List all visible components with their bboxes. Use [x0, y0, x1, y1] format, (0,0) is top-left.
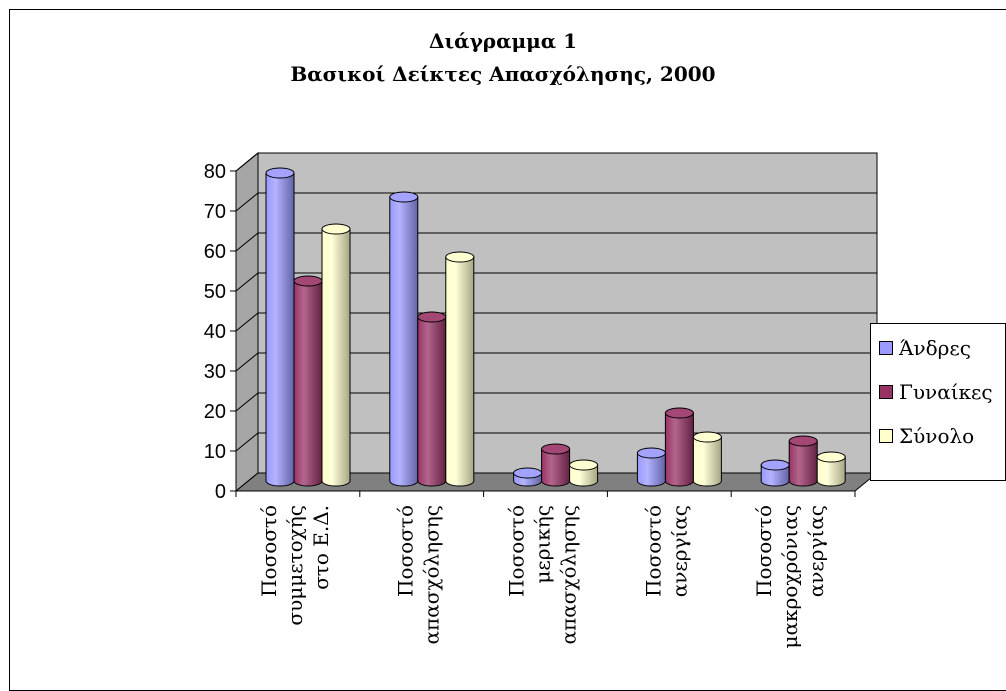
- legend-swatch: [879, 341, 893, 355]
- y-tick-label: 0: [215, 481, 226, 503]
- x-tick-label: Ποσοστό: [257, 505, 281, 597]
- x-tick-label: συμμετοχής: [283, 505, 307, 626]
- chart-legend: Άνδρες Γυναίκες Σύνολο: [870, 323, 1006, 481]
- legend-item: Γυναίκες: [879, 378, 993, 406]
- bar-top-3-1: [664, 407, 694, 419]
- y-tick-label: 30: [204, 361, 226, 383]
- legend-swatch: [879, 385, 893, 399]
- legend-label: Άνδρες: [899, 336, 971, 360]
- legend-swatch: [879, 429, 893, 443]
- x-tick-label: μερικής: [531, 505, 555, 584]
- y-tick-label: 60: [204, 241, 226, 263]
- bar-4-2: [816, 456, 846, 487]
- bar-top-0-0: [265, 167, 295, 179]
- y-tick-label: 10: [204, 441, 226, 463]
- gridline-side: [235, 232, 259, 252]
- bar-3-1: [664, 412, 694, 487]
- bar-1-2: [445, 256, 475, 487]
- x-tick-label: Ποσοστό: [752, 505, 776, 597]
- bar-top-2-2: [569, 459, 599, 471]
- chart-subtitle: Βασικοί Δείκτες Απασχόλησης, 2000: [290, 62, 716, 86]
- bar-top-3-0: [636, 447, 666, 459]
- legend-label: Γυναίκες: [899, 380, 993, 404]
- chart-title: Διάγραμμα 1: [428, 29, 578, 53]
- x-tick-label: απασχόλησης: [557, 505, 581, 644]
- bar-top-4-2: [816, 451, 846, 463]
- gridline-side: [235, 432, 259, 452]
- bar-2-1: [541, 448, 571, 487]
- y-tick-label: 40: [204, 321, 226, 343]
- bar-top-2-0: [513, 467, 543, 479]
- bar-top-2-1: [541, 443, 571, 455]
- bar-4-1: [788, 440, 818, 487]
- bar-0-1: [293, 280, 323, 487]
- bar-0-2: [321, 228, 351, 487]
- legend-label: Σύνολο: [899, 424, 975, 448]
- gridline-side: [235, 312, 259, 332]
- y-tick-label: 50: [204, 281, 226, 303]
- gridline-side: [235, 192, 259, 212]
- x-tick-label: ανεργίας: [804, 505, 828, 597]
- bar-top-1-2: [445, 251, 475, 263]
- x-tick-label: απασχόλησης: [420, 505, 444, 644]
- bar-top-1-0: [389, 191, 419, 203]
- bar-top-4-1: [788, 435, 818, 447]
- bar-top-4-0: [760, 459, 790, 471]
- x-tick-label: Ποσοστό: [394, 505, 418, 597]
- bar-top-3-2: [692, 431, 722, 443]
- bar-top-0-2: [321, 223, 351, 235]
- y-tick-label: 70: [204, 201, 226, 223]
- bar-top-0-1: [293, 275, 323, 287]
- bar-2-2: [569, 464, 599, 487]
- legend-item: Σύνολο: [879, 422, 974, 450]
- bar-3-2: [692, 436, 722, 487]
- gridline-side: [235, 352, 259, 372]
- x-tick-label: ανεργίας: [667, 505, 691, 597]
- x-tick-label: μακροχρόνιας: [778, 505, 802, 648]
- gridline-side: [235, 392, 259, 412]
- y-tick-label: 80: [204, 161, 226, 183]
- bar-0-0: [265, 172, 295, 487]
- legend-item: Άνδρες: [879, 334, 971, 362]
- x-tick-label: Ποσοστό: [641, 505, 665, 597]
- gridline-side: [235, 272, 259, 292]
- x-tick-label: Ποσοστό: [505, 505, 529, 597]
- y-tick-label: 20: [204, 401, 226, 423]
- bar-top-1-1: [417, 311, 447, 323]
- x-tick-label: στο Ε.Δ.: [309, 505, 333, 590]
- chart-title-block: Διάγραμμα 1 Βασικοί Δείκτες Απασχόλησης,…: [0, 25, 1006, 91]
- bar-1-0: [389, 196, 419, 487]
- bar-1-1: [417, 316, 447, 487]
- gridline-side: [235, 152, 259, 172]
